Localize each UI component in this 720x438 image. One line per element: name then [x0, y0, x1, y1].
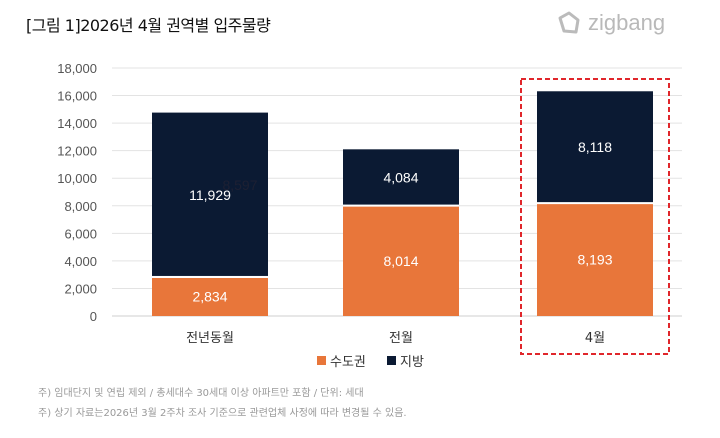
y-tick-label: 0	[90, 309, 97, 324]
bar-segment	[343, 205, 459, 316]
y-tick-label: 14,000	[57, 116, 97, 131]
x-tick-label: 전년동월	[186, 331, 234, 346]
y-tick-label: 2,000	[64, 281, 97, 296]
legend-swatch	[387, 356, 396, 365]
data-label: 8,118	[578, 139, 612, 155]
bar-segment	[152, 112, 268, 276]
data-label: 8,193	[577, 252, 612, 268]
y-tick-label: 4,000	[64, 254, 97, 269]
bar-segment	[537, 91, 653, 203]
legend-label: 지방	[400, 355, 424, 370]
y-tick-label: 6,000	[64, 226, 97, 241]
highlight-box	[520, 78, 670, 355]
legend-label: 수도권	[330, 355, 366, 370]
data-label: 11,929	[189, 187, 231, 203]
chart-title: [그림 1]2026년 4월 권역별 입주물량	[26, 16, 271, 35]
y-tick-label: 12,000	[57, 144, 97, 159]
logo-text: zigbang	[588, 10, 666, 35]
y-tick-label: 8,000	[64, 199, 97, 214]
data-label: 2,834	[192, 288, 227, 304]
zigbang-logo-icon	[558, 11, 580, 34]
footnote: 주) 상기 자료는2026년 3월 2주차 조사 기준으로 관련업체 사정에 따…	[38, 408, 407, 419]
x-tick-label: 4월	[585, 331, 605, 346]
y-tick-label: 16,000	[57, 89, 97, 104]
annotation-label: 8,597	[222, 177, 257, 193]
data-label: 8,014	[383, 253, 418, 269]
y-tick-label: 10,000	[57, 171, 97, 186]
x-tick-label: 전월	[389, 331, 413, 346]
zigbang-logo: zigbang	[556, 10, 665, 36]
footnote: 주) 임대단지 및 연립 제외 / 총세대수 30세대 이상 아파트만 포함 /…	[38, 388, 364, 399]
bar-segment	[343, 149, 459, 205]
bar-segment	[152, 276, 268, 316]
legend-swatch	[317, 356, 326, 365]
y-tick-label: 18,000	[57, 61, 97, 76]
footnotes: 주) 임대단지 및 연립 제외 / 총세대수 30세대 이상 아파트만 포함 /…	[38, 384, 407, 424]
data-label: 4,084	[383, 169, 418, 185]
bar-segment	[537, 203, 653, 316]
